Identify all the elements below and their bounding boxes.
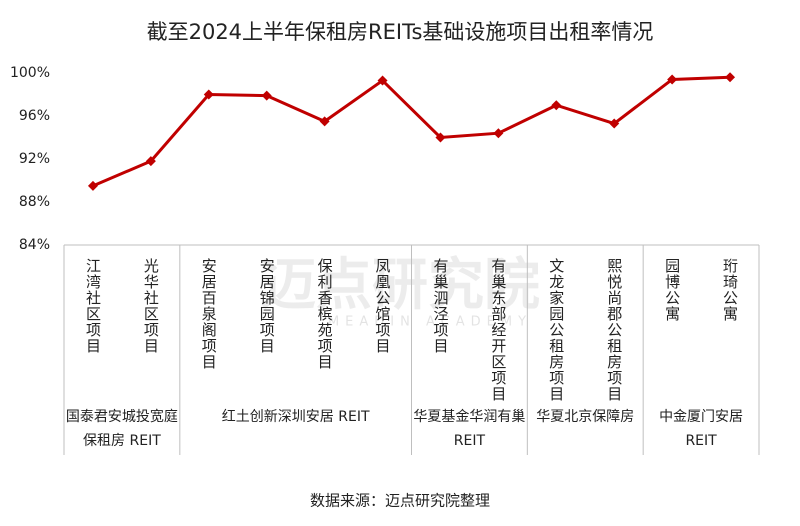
chart-title: 截至2024上半年保租房REITs基础设施项目出租率情况 [147,20,654,44]
x-tick-label: 熙悦尚郡公租房项目 [605,258,624,402]
source: 数据来源：迈点研究院整理 [310,492,490,510]
line [92,75,731,188]
marker [609,118,620,129]
x-tick-label: 文龙家园公租房项目 [547,258,566,402]
marker [377,75,388,86]
marker [203,89,214,100]
x-tick-label: 安居百泉阁项目 [199,258,218,370]
y-tick-label: 92% [19,151,50,167]
marker [261,90,272,101]
group-label: 红土创新深圳安居 REIT [221,409,370,425]
x-tick-label: 有巢东部经开区项目 [489,258,508,402]
x-tick-label: 保利香槟苑项目 [315,258,334,370]
marker [551,100,562,111]
marker [725,72,736,83]
group-label: 华夏基金华润有巢 REIT [413,409,526,449]
watermark: 迈点研究院 [260,253,540,318]
x-tick-label: 光华社区项目 [141,258,160,354]
marker [435,132,446,143]
group-label: 国泰君安城投宽庭保租房 REIT [65,409,178,449]
group-label: 华夏北京保障房 [536,409,635,425]
marker [145,156,156,167]
marker [319,116,330,127]
x-tick-label: 园博公寓 [663,258,682,322]
watermark-subtitle: MEADIN ACADEMY [328,315,532,330]
marker [493,128,504,139]
marker [667,74,678,85]
group-label: 中金厦门安居 REIT [659,409,744,449]
x-tick-label: 江湾社区项目 [83,258,102,354]
x-tick-label: 珩琦公寓 [721,258,740,322]
x-tick-label: 凤凰公馆项目 [373,258,392,354]
y-tick-label: 88% [19,194,50,210]
y-tick-label: 84% [19,237,50,253]
y-tick-label: 100% [10,65,50,81]
x-tick-label: 有巢泗泾项目 [431,258,450,354]
y-tick-label: 96% [19,108,50,124]
x-tick-label: 安居锦园项目 [257,258,276,354]
marker [87,180,98,191]
